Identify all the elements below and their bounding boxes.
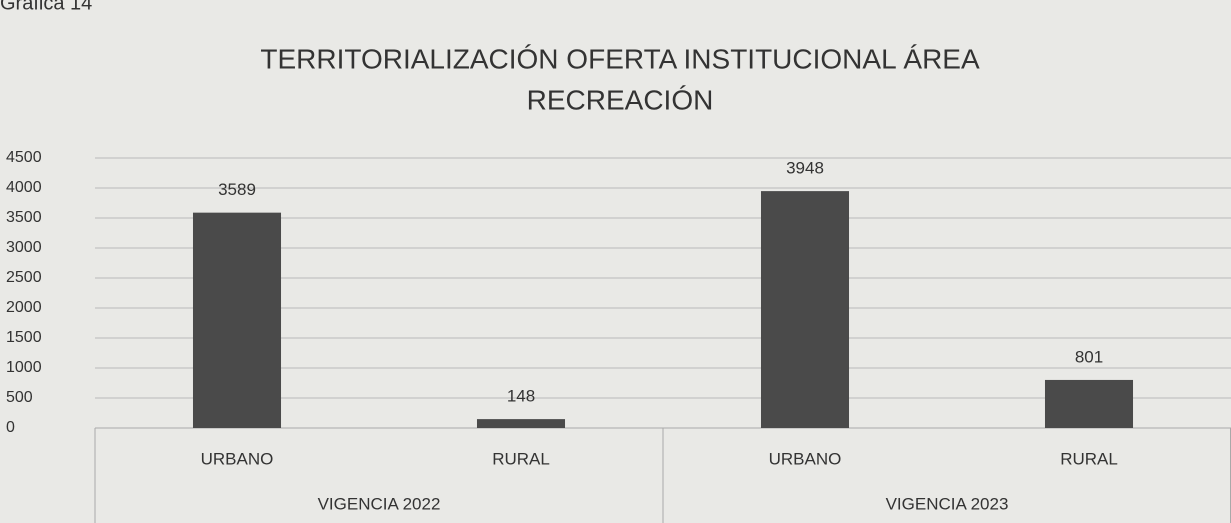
caption: Gráfica 14	[0, 0, 92, 14]
data-label: 3589	[218, 180, 256, 199]
x-tick-label: URBANO	[201, 449, 274, 468]
data-label: 148	[507, 387, 535, 406]
y-tick-label: 4000	[6, 179, 42, 196]
y-tick-label: 4500	[6, 149, 42, 166]
chart-title: RECREACIÓN	[527, 84, 714, 115]
y-tick-label: 3500	[6, 209, 42, 226]
y-tick-label: 0	[6, 419, 15, 436]
x-tick-label: RURAL	[1060, 449, 1118, 468]
bar	[760, 191, 850, 428]
group-label: VIGENCIA 2023	[886, 494, 1009, 513]
y-tick-label: 1000	[6, 359, 42, 376]
bar	[192, 212, 282, 428]
x-tick-label: URBANO	[769, 449, 842, 468]
y-tick-label: 500	[6, 389, 33, 406]
x-tick-label: RURAL	[492, 449, 550, 468]
y-tick-label: 2000	[6, 299, 42, 316]
y-tick-label: 1500	[6, 329, 42, 346]
data-label: 3948	[786, 159, 824, 178]
group-label: VIGENCIA 2022	[318, 494, 441, 513]
chart-title: TERRITORIALIZACIÓN OFERTA INSTITUCIONAL …	[260, 43, 980, 74]
bar	[1044, 379, 1134, 428]
y-tick-label: 2500	[6, 269, 42, 286]
bar	[476, 419, 566, 428]
y-tick-label: 3000	[6, 239, 42, 256]
data-label: 801	[1075, 347, 1103, 366]
